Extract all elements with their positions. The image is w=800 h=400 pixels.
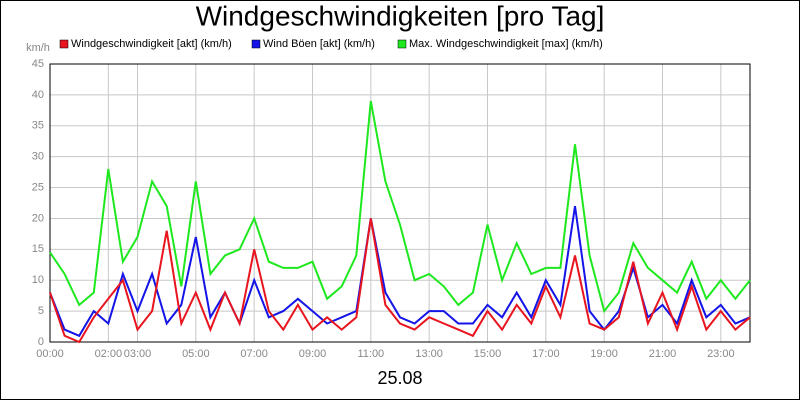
series-line: [49, 218, 751, 344]
x-tick-label: 15:00: [474, 348, 502, 360]
x-tick-label: 11:00: [357, 348, 384, 360]
x-tick-label: 19:00: [590, 348, 618, 360]
x-tick-label: 21:00: [649, 348, 677, 360]
y-tick-label: 0: [38, 336, 44, 348]
x-tick-label: 03:00: [124, 348, 152, 360]
chart-title: Windgeschwindigkeiten [pro Tag]: [196, 0, 605, 31]
legend-swatch: [251, 39, 261, 49]
x-tick-label: 00:00: [36, 348, 64, 360]
x-tick-label: 13:00: [415, 348, 443, 360]
y-tick-label: 10: [32, 274, 44, 286]
x-tick-label: 05:00: [182, 348, 210, 360]
x-tick-label: 07:00: [240, 348, 268, 360]
x-tick-label: 09:00: [299, 348, 327, 360]
series-line: [49, 205, 751, 338]
legend-label: Max. Windgeschwindigkeit [max] (km/h): [409, 38, 603, 50]
y-tick-label: 40: [32, 89, 44, 101]
x-tick-label: 02:00: [95, 348, 123, 360]
y-tick-label: 25: [32, 181, 44, 193]
legend-swatch: [59, 39, 69, 49]
y-tick-label: 20: [32, 212, 44, 224]
legend-swatch: [397, 39, 407, 49]
legend-label: Windgeschwindigkeit [akt] (km/h): [71, 38, 232, 50]
y-tick-label: 30: [32, 151, 44, 163]
y-tick-label: 35: [32, 120, 44, 132]
y-tick-label: 5: [38, 305, 44, 317]
y-tick-label: 15: [32, 243, 44, 255]
y-tick-label: 45: [32, 58, 44, 70]
x-tick-label: 17:00: [532, 348, 560, 360]
plot-border: [49, 63, 751, 343]
legend-label: Wind Böen [akt] (km/h): [263, 38, 375, 50]
series-line: [49, 100, 751, 314]
x-axis-label: 25.08: [377, 368, 422, 388]
x-tick-label: 23:00: [707, 348, 735, 360]
y-axis-label: km/h: [26, 42, 50, 54]
